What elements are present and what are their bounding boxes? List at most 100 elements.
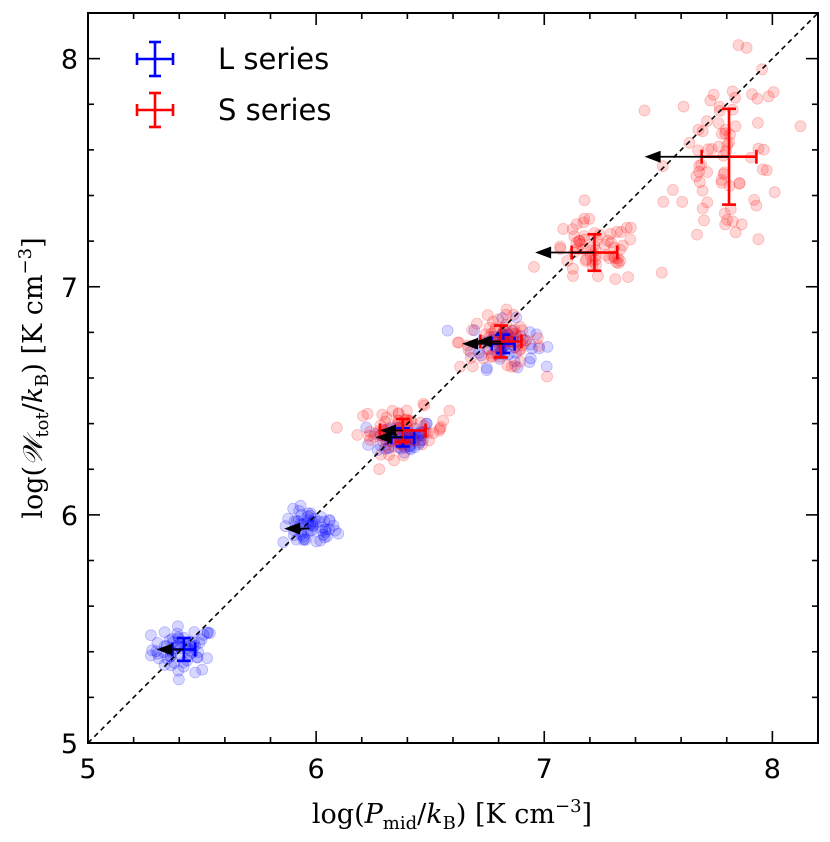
s-series-point — [567, 270, 579, 283]
s-series-point — [616, 239, 629, 252]
l-series-point — [172, 673, 185, 686]
y-tick-label: 5 — [61, 729, 78, 760]
s-series-point — [693, 176, 706, 189]
s-series-point — [568, 230, 581, 243]
s-series-point — [386, 404, 399, 417]
l-series-point — [277, 536, 290, 549]
l-series-point — [298, 533, 311, 545]
limit-arrow-head — [380, 424, 396, 437]
s-series-point — [707, 88, 720, 101]
s-series-point — [483, 321, 496, 334]
s-series-point — [690, 170, 703, 183]
l-series-point — [304, 524, 317, 537]
l-series-point — [293, 504, 306, 517]
s-series-point — [470, 317, 483, 330]
s-series-point — [330, 421, 343, 434]
limit-arrow-head — [156, 643, 173, 656]
l-series-point — [302, 507, 315, 520]
s-series-point — [400, 404, 413, 417]
s-series-point — [466, 360, 479, 373]
l-series-point — [540, 360, 553, 373]
s-series-point — [698, 214, 710, 227]
s-series-point — [570, 236, 583, 249]
l-series-point — [526, 342, 538, 355]
legend-label-s-series: S series — [218, 93, 332, 127]
scatter-points — [144, 39, 807, 686]
s-series-point — [583, 212, 596, 225]
l-series-point — [468, 324, 481, 337]
s-series-point — [416, 438, 429, 451]
l-series-point — [195, 633, 208, 646]
s-series-point — [434, 420, 447, 433]
s-series-point — [417, 397, 430, 410]
s-series-point — [509, 360, 521, 372]
s-series-point — [721, 213, 733, 226]
l-series-point — [319, 526, 332, 538]
l-series-point — [144, 649, 157, 662]
l-series-point — [523, 326, 536, 339]
l-series-point — [508, 355, 521, 368]
l-series-point — [197, 628, 210, 641]
s-series-point — [578, 230, 591, 243]
l-series-point — [201, 626, 214, 639]
s-series-point — [361, 407, 374, 420]
s-series-point — [604, 227, 617, 240]
l-series-point — [480, 364, 493, 377]
l-series-point — [323, 514, 336, 527]
s-series-point — [718, 207, 731, 220]
s-series-point — [454, 360, 467, 373]
s-series-point — [578, 212, 591, 225]
l-series-point — [530, 328, 543, 341]
reference-line-group — [87, 12, 819, 744]
s-series-point — [578, 194, 591, 207]
s-series-point — [557, 222, 570, 235]
s-series-point — [656, 160, 669, 173]
s-series-point — [732, 39, 745, 51]
s-series-point — [625, 221, 637, 234]
legend-label-l-series: L series — [218, 42, 329, 76]
s-series-point — [570, 218, 583, 231]
s-series-point — [726, 85, 739, 98]
s-series-point — [620, 221, 633, 234]
tick-labels: 5 6 7 8 5 6 7 8 — [61, 45, 781, 785]
l-series-point — [323, 523, 336, 536]
l-series-point — [172, 664, 185, 677]
s-series-point — [466, 324, 479, 336]
l-series-point — [318, 515, 331, 528]
s-series-point — [701, 196, 714, 209]
l-series-point — [379, 442, 391, 455]
s-series-point — [566, 223, 579, 236]
s-series-point — [443, 404, 456, 417]
s-series-point — [612, 257, 625, 270]
l-series-point — [294, 499, 307, 512]
s-series-point — [577, 216, 590, 229]
l-series-point — [201, 626, 214, 639]
l-series-point — [299, 534, 312, 546]
l-series-point — [146, 644, 159, 657]
s-series-point — [452, 336, 465, 349]
s-series-point — [696, 125, 709, 138]
x-axis-label: log(Pmid/kB) [K cm−3] — [312, 796, 592, 834]
s-series-point — [701, 166, 713, 179]
s-series-point — [702, 143, 715, 156]
s-series-point — [507, 308, 520, 321]
x-tick-label: 8 — [764, 754, 781, 785]
s-series-point — [451, 336, 464, 349]
s-series-point — [533, 340, 545, 352]
s-series-point — [657, 195, 670, 208]
l-series-point — [315, 511, 328, 523]
l-series-point — [523, 356, 536, 369]
l-series-point — [203, 627, 216, 640]
s-series-point — [712, 140, 725, 153]
l-series-point — [301, 527, 314, 539]
l-series-point — [158, 659, 171, 671]
s-series-point — [605, 236, 617, 249]
s-series-point — [655, 266, 668, 279]
l-series-point — [306, 515, 319, 528]
l-series-point — [312, 515, 325, 528]
s-series-point — [363, 429, 375, 442]
s-series-point — [433, 422, 446, 435]
l-series-point — [317, 528, 330, 541]
s-series-point — [624, 233, 637, 246]
s-series-point — [388, 454, 400, 467]
